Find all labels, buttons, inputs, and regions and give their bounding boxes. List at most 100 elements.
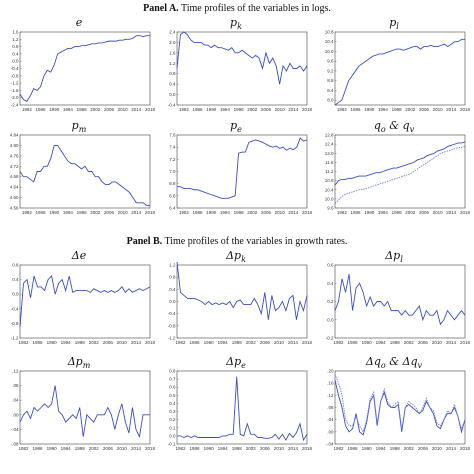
x-tick-label: 2014 (131, 210, 142, 215)
y-tick-label: -0.4 (11, 306, 19, 311)
x-tick-label: 1982 (19, 340, 30, 345)
x-tick-label: 2010 (118, 210, 129, 215)
x-tick-label: 2006 (260, 340, 271, 345)
x-tick-label: 1994 (378, 107, 389, 112)
series-line-1 (19, 385, 150, 439)
y-tick-label: .08 (327, 405, 334, 410)
y-tick-label: 11.2 (325, 169, 334, 174)
y-tick-label: .00 (12, 412, 19, 417)
chart-8: Δpk 1.2 0.8 0.4 0.0 -0.4 -0.8 -1.2 1982 1986 1990 1… (163, 249, 313, 348)
y-tick-label: -0.4 (168, 311, 176, 316)
y-tick-label: 0.4 (169, 287, 176, 292)
chart-title: Δpl (385, 249, 403, 265)
x-tick-label: 1990 (49, 107, 60, 112)
plot-frame (176, 370, 308, 445)
chart-10: Δpm .12 .08 .04 .00 -.04 -.08 1982 1986 1990 1994 1… (6, 355, 156, 454)
chart-title: e (75, 16, 83, 29)
chart-1: e 1.6 1.2 0.8 0.4 0.0 -0.4 -0.8 -1.2 -1.6 -2.0 -2.4… (6, 16, 156, 115)
chart-4: pm 4.84 4.80 4.76 4.72 4.68 4.64 4.60 4.56 1982 19… (6, 119, 156, 218)
y-tick-label: 1.6 (12, 30, 19, 35)
y-tick-label: 4.76 (10, 153, 19, 158)
y-tick-label: -1.2 (11, 336, 19, 341)
y-tick-label: 0.5 (169, 393, 176, 398)
x-tick-label: 1990 (204, 446, 215, 451)
y-tick-label: 12.0 (325, 151, 334, 156)
y-tick-label: 9.2 (327, 68, 334, 73)
x-tick-label: 1998 (234, 210, 245, 215)
plot-frame (19, 31, 151, 106)
y-tick-label: .08 (12, 383, 19, 388)
y-tick-label: -0.8 (168, 323, 176, 328)
x-tick-label: 1990 (364, 210, 375, 215)
x-tick-label: 2002 (89, 446, 100, 451)
panel-a-label: Panel A. (143, 3, 179, 14)
chart-5: pe 7.6 7.4 7.2 7.0 6.8 6.6 6.4 1982 1986 1990 1994 1… (163, 119, 312, 218)
y-tick-label: 0.2 (169, 417, 176, 422)
x-tick-label: 1994 (218, 446, 229, 451)
y-tick-label: .00 (327, 429, 334, 434)
x-tick-label: 2010 (433, 107, 444, 112)
x-tick-label: 1998 (77, 107, 88, 112)
x-tick-label: 2014 (446, 210, 457, 215)
series-line-1 (334, 274, 466, 326)
y-tick-label: .04 (12, 398, 19, 403)
plot-frame (176, 264, 308, 339)
y-tick-label: -1.6 (11, 88, 19, 93)
x-tick-label: 2018 (302, 446, 313, 451)
x-tick-label: 1994 (61, 340, 72, 345)
panel-b-label: Panel B. (126, 236, 163, 247)
x-tick-label: 2014 (131, 446, 142, 451)
x-tick-label: 2002 (89, 340, 100, 345)
x-tick-label: 2018 (145, 446, 156, 451)
x-tick-label: 1994 (63, 107, 74, 112)
x-tick-label: 1986 (348, 446, 359, 451)
y-tick-label: 7.6 (169, 133, 176, 138)
y-tick-label: 0.1 (169, 425, 176, 430)
series-line-1 (19, 275, 151, 328)
series-line-1 (19, 35, 150, 102)
x-tick-label: 2014 (446, 340, 457, 345)
x-tick-label: 1994 (63, 210, 74, 215)
y-tick-label: -0.4 (168, 103, 176, 108)
x-tick-label: 2006 (104, 210, 115, 215)
y-tick-label: -.08 (11, 442, 19, 447)
series-line-1 (334, 38, 465, 106)
y-tick-label: 2.4 (169, 30, 176, 35)
series-line-1 (176, 261, 308, 320)
chart-9: Δpl 0.6 0.4 0.2 0.0 -0.2 1982 1986 1990 1994 1998 2… (321, 249, 471, 348)
x-tick-label: 1990 (206, 210, 217, 215)
panel-b-title: Panel B. Time profiles of the variables … (0, 236, 474, 247)
x-tick-label: 2018 (460, 446, 471, 451)
x-tick-label: 2006 (260, 446, 271, 451)
series-line-1 (19, 144, 150, 206)
x-tick-label: 2002 (405, 210, 416, 215)
x-tick-label: 2010 (118, 107, 129, 112)
x-tick-label: 1986 (190, 340, 201, 345)
x-tick-label: 2010 (117, 446, 128, 451)
x-tick-label: 1990 (364, 107, 375, 112)
x-tick-label: 2018 (145, 210, 156, 215)
x-tick-label: 1982 (179, 210, 190, 215)
y-tick-label: 4.60 (10, 195, 19, 200)
y-tick-label: -2.0 (11, 95, 19, 100)
x-tick-label: 2006 (103, 340, 114, 345)
x-tick-label: 1986 (36, 107, 47, 112)
y-tick-label: 0.8 (169, 369, 176, 374)
y-tick-label: 7.0 (169, 169, 176, 174)
y-tick-label: 12.4 (325, 142, 334, 147)
x-tick-label: 1998 (390, 340, 401, 345)
y-tick-label: 1.2 (169, 263, 176, 268)
series-line-1 (176, 31, 308, 85)
x-tick-label: 1998 (392, 210, 403, 215)
y-tick-label: 11.6 (325, 160, 334, 165)
y-tick-label: 0.0 (327, 317, 334, 322)
y-tick-label: 0.4 (169, 82, 176, 87)
x-tick-label: 2014 (131, 340, 142, 345)
x-tick-label: 2010 (432, 446, 443, 451)
y-tick-label: 0.8 (169, 275, 176, 280)
chart-title: pk (230, 16, 242, 32)
